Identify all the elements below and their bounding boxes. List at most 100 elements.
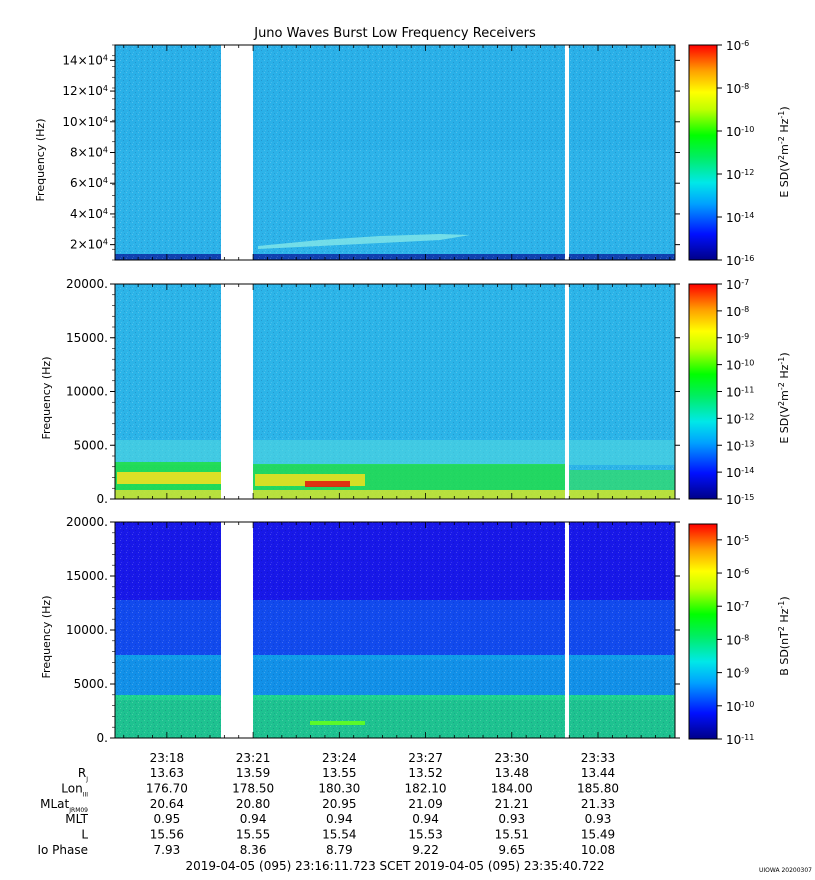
ephemeris-value-1-3: 182.10: [405, 781, 447, 795]
panel-1-colorbar-ticks: 10-6 10-8 10-10 10-12 10-14 10-16: [717, 39, 754, 269]
panel-2-cbar-label-0: 10-7: [726, 278, 749, 293]
panel-1-emission-band: [258, 234, 470, 249]
panel-3-y-axis: 0. 5000. 10000. 15000. 20000.: [66, 515, 680, 745]
panel-2-cbar-label-3: 10-10: [726, 358, 754, 373]
panel-3-cbar-label-4: 10-9: [726, 666, 749, 681]
panel-1-ylabel: Frequency (Hz): [34, 119, 47, 202]
panel-3-x-ticks: [123, 522, 671, 738]
panel-2-ytick-label-1: 5000.: [74, 438, 108, 452]
panel-1-ytick-label-3: 8×104: [70, 145, 108, 160]
panel-3-green-feature: [310, 721, 365, 725]
panel-2-cbar-label-6: 10-13: [726, 439, 754, 454]
ephemeris-value-0-4: 13.48: [495, 766, 529, 780]
panel-1-cbar-label-1: 10-8: [726, 82, 749, 97]
ephemeris-value-4-2: 15.54: [322, 828, 356, 842]
panel-2: 0. 5000. 10000. 15000. 20000. Frequency (Hz)…: [40, 277, 791, 507]
x-tick-label-0: 23:18: [150, 751, 185, 765]
time-range-frame: SCET: [380, 859, 412, 873]
panel-2-data-gap-1: [221, 284, 253, 499]
ephemeris-value-2-2: 20.95: [322, 797, 356, 811]
x-tick-label-4: 23:30: [494, 751, 529, 765]
time-range-footer: 2019-04-05 (095) 23:16:11.723 SCET 2019-…: [185, 859, 604, 873]
panel-3-cbar-label-6: 10-11: [726, 733, 754, 748]
panel-3-colorbar-ticks: 10-5 10-6 10-7 10-8 10-9 10-10 10-11: [717, 533, 754, 747]
panel-2-data-gap-2: [565, 284, 569, 499]
panel-2-y-axis: 0. 5000. 10000. 15000. 20000.: [66, 277, 680, 506]
ephemeris-value-4-5: 15.49: [581, 828, 615, 842]
ephemeris-value-5-3: 9.22: [412, 843, 439, 857]
ephemeris-value-3-1: 0.94: [240, 812, 267, 826]
panel-2-cbar-label-8: 10-15: [726, 493, 754, 508]
time-range-start: 2019-04-05 (095) 23:16:11.723: [185, 859, 375, 873]
panel-1-ytick-label-2: 6×104: [70, 176, 108, 191]
ephemeris-value-2-3: 21.09: [408, 797, 442, 811]
ephemeris-value-4-3: 15.53: [408, 828, 442, 842]
ephemeris-value-1-0: 176.70: [146, 781, 188, 795]
panel-1-cbar-label-4: 10-14: [726, 211, 754, 226]
panel-1-x-ticks: [123, 45, 671, 260]
panel-1: 2×104 4×104 6×104 8×104 10×104 12×104 14×104 F…: [34, 39, 791, 269]
ephemeris-value-5-2: 8.79: [326, 843, 353, 857]
panel-1-ytick-label-5: 12×104: [62, 84, 108, 99]
panel-1-cbar-label-0: 10-6: [726, 39, 749, 54]
ephemeris-value-1-4: 184.00: [491, 781, 533, 795]
panel-3-cbar-label-2: 10-7: [726, 600, 749, 615]
ephemeris-value-2-5: 21.33: [581, 797, 615, 811]
panel-1-y-axis: 2×104 4×104 6×104 8×104 10×104 12×104 14×104: [62, 44, 680, 261]
x-tick-label-1: 23:21: [236, 751, 271, 765]
panel-2-colorbar-ticks: 10-7 10-8 10-9 10-10 10-11 10-12 10-13 10-14 10-…: [717, 278, 754, 508]
panel-3-ytick-label-4: 20000.: [66, 515, 108, 529]
panel-1-ytick-label-1: 4×104: [70, 206, 108, 221]
panel-1-cbar-label-3: 10-12: [726, 168, 754, 183]
panel-1-colorbar-label: E SD(V2m-2 Hz-1): [777, 106, 792, 197]
ephemeris-value-1-1: 178.50: [232, 781, 274, 795]
panel-3-ytick-label-0: 0.: [97, 731, 108, 745]
ephemeris-value-4-0: 15.56: [150, 828, 184, 842]
panel-2-cbar-label-2: 10-9: [726, 331, 749, 346]
ephemeris-value-3-5: 0.93: [585, 812, 612, 826]
ephemeris-value-3-4: 0.93: [498, 812, 525, 826]
ephemeris-value-1-5: 185.80: [577, 781, 619, 795]
panel-3: 0. 5000. 10000. 15000. 20000. Frequency (Hz)…: [40, 515, 791, 747]
panel-3-colorbar-label: B SD(nT2 Hz-1): [777, 596, 792, 675]
ephemeris-value-2-4: 21.21: [495, 797, 529, 811]
panel-2-ytick-label-0: 0.: [97, 492, 108, 506]
ephemeris-value-0-1: 13.59: [236, 766, 270, 780]
panel-3-ytick-label-1: 5000.: [74, 677, 108, 691]
panel-3-ytick-label-3: 15000.: [66, 569, 108, 583]
chart-title: Juno Waves Burst Low Frequency Receivers: [253, 26, 536, 41]
panel-2-x-ticks: [123, 284, 671, 499]
panel-1-speckle: [115, 45, 675, 260]
panel-2-red-band: [305, 481, 350, 487]
panel-2-ylabel: Frequency (Hz): [40, 357, 53, 440]
panel-3-speckle: [115, 522, 675, 738]
time-range-end: 2019-04-05 (095) 23:35:40.722: [414, 859, 604, 873]
panel-1-ytick-label-0: 2×104: [70, 237, 108, 252]
ephemeris-value-3-0: 0.95: [154, 812, 181, 826]
ephemeris-value-2-0: 20.64: [150, 797, 184, 811]
ephemeris-value-0-2: 13.55: [322, 766, 356, 780]
panel-2-ytick-label-3: 15000.: [66, 331, 108, 345]
x-tick-label-2: 23:24: [322, 751, 357, 765]
ephemeris-value-3-3: 0.94: [412, 812, 439, 826]
panel-2-colorbar-label: E SD(V2m-2 Hz-1): [777, 352, 792, 443]
x-tick-label-5: 23:33: [581, 751, 616, 765]
panel-2-cbar-label-4: 10-11: [726, 385, 754, 400]
panel-3-ylabel: Frequency (Hz): [40, 596, 53, 679]
ephemeris-value-4-4: 15.51: [495, 828, 529, 842]
ephemeris-label-0: RJ: [78, 766, 88, 783]
panel-2-band-cyan: [115, 440, 675, 465]
panel-3-colorbar: [688, 523, 718, 740]
ephemeris-value-0-3: 13.52: [408, 766, 442, 780]
watermark: UIOWA 20200307: [759, 867, 812, 874]
ephemeris-value-4-1: 15.55: [236, 828, 270, 842]
panel-1-cbar-label-5: 10-16: [726, 254, 754, 269]
x-axis-time-labels: 23:18 23:21 23:24 23:27 23:30 23:33: [150, 751, 616, 765]
panel-2-ytick-label-4: 20000.: [66, 277, 108, 291]
ephemeris-value-5-0: 7.93: [154, 843, 181, 857]
panel-1-cbar-label-2: 10-10: [726, 125, 754, 140]
ephemeris-label-4: L: [81, 828, 88, 842]
ephemeris-value-2-1: 20.80: [236, 797, 270, 811]
panel-1-data-gap-2: [565, 45, 569, 260]
ephemeris-value-1-2: 180.30: [318, 781, 360, 795]
